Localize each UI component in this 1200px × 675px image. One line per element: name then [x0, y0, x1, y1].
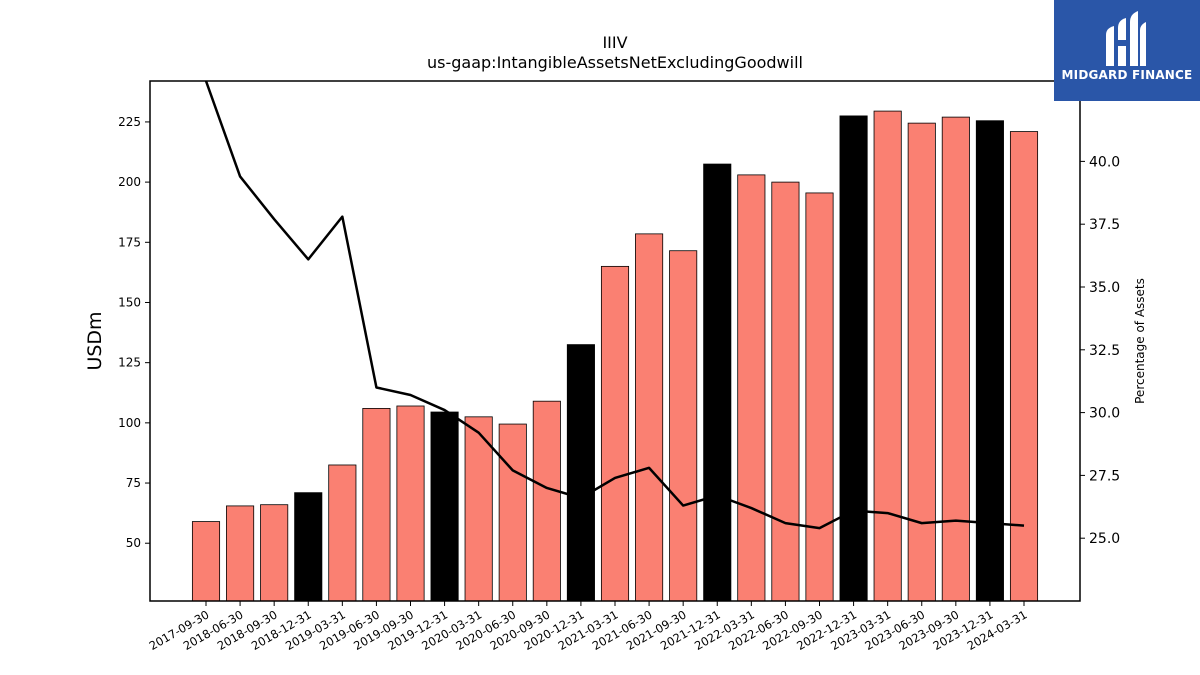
bar-2022-09-30: [805, 192, 834, 602]
bar-2022-12-31: [839, 115, 868, 602]
y2-tick-label: 25.0: [1089, 531, 1120, 547]
bar-2023-03-31: [873, 110, 902, 602]
bar-2020-06-30: [498, 423, 527, 602]
y2-tick-label: 30.0: [1089, 406, 1120, 422]
logo-text: MIDGARD FINANCE: [1061, 68, 1193, 82]
y-tick-label: 200: [118, 175, 141, 189]
bar-2019-03-31: [328, 464, 357, 602]
percentage-of-assets-line: [204, 81, 1025, 530]
y-axis-label: USDm: [84, 311, 106, 370]
y-tick-label: 225: [118, 115, 141, 129]
bar-2022-06-30: [771, 181, 800, 602]
bar-2021-03-31: [600, 265, 630, 602]
y-tick-label: 100: [118, 416, 141, 430]
bar-2019-09-30: [396, 405, 425, 602]
bar-2020-09-30: [532, 400, 561, 602]
bar-2023-09-30: [941, 116, 970, 602]
bar-2023-06-30: [907, 122, 936, 602]
line-layer: [204, 81, 1025, 530]
y2-tick-label: 35.0: [1089, 280, 1120, 296]
bars: [191, 110, 1039, 602]
bar-2018-12-31: [294, 492, 323, 602]
bar-2020-03-31: [464, 416, 493, 602]
bar-2021-09-30: [669, 250, 698, 602]
x-axis: 2017-09-302018-06-302018-09-302018-12-31…: [147, 601, 1030, 653]
bar-2021-12-31: [703, 163, 732, 602]
y-tick-label: 50: [126, 536, 141, 550]
y-tick-label: 150: [118, 295, 141, 309]
midgard-m-logo-icon: [1106, 11, 1146, 66]
left-axis: 50 75 100 125 150 175 200 225: [118, 115, 150, 550]
midgard-finance-logo: MIDGARD FINANCE: [1054, 0, 1200, 101]
right-axis: 25.0 27.5 30.0 32.5 35.0 37.5 40.0: [1080, 154, 1120, 547]
bar-2019-12-31: [430, 411, 459, 602]
bar-2018-09-30: [260, 504, 289, 602]
y2-tick-label: 32.5: [1089, 343, 1120, 359]
bar-2019-06-30: [362, 408, 391, 602]
bar-2022-03-31: [737, 174, 766, 602]
bar-2024-03-31: [1009, 131, 1039, 602]
bar-2018-06-30: [226, 505, 255, 602]
y-tick-label: 125: [118, 356, 141, 370]
y-tick-label: 175: [118, 235, 141, 249]
y-tick-label: 75: [126, 476, 141, 490]
bar-2020-12-31: [566, 344, 595, 602]
chart-subtitle: us-gaap:IntangibleAssetsNetExcludingGood…: [427, 53, 803, 72]
bar-2017-09-30: [191, 521, 221, 602]
bar-2023-12-31: [975, 120, 1004, 602]
y2-tick-label: 37.5: [1089, 217, 1120, 233]
chart-title: IIIV: [602, 33, 627, 52]
bar-2021-06-30: [635, 233, 664, 602]
y2-tick-label: 40.0: [1089, 154, 1120, 170]
y2-tick-label: 27.5: [1089, 468, 1120, 484]
y2-axis-label: Percentage of Assets: [1133, 278, 1147, 404]
